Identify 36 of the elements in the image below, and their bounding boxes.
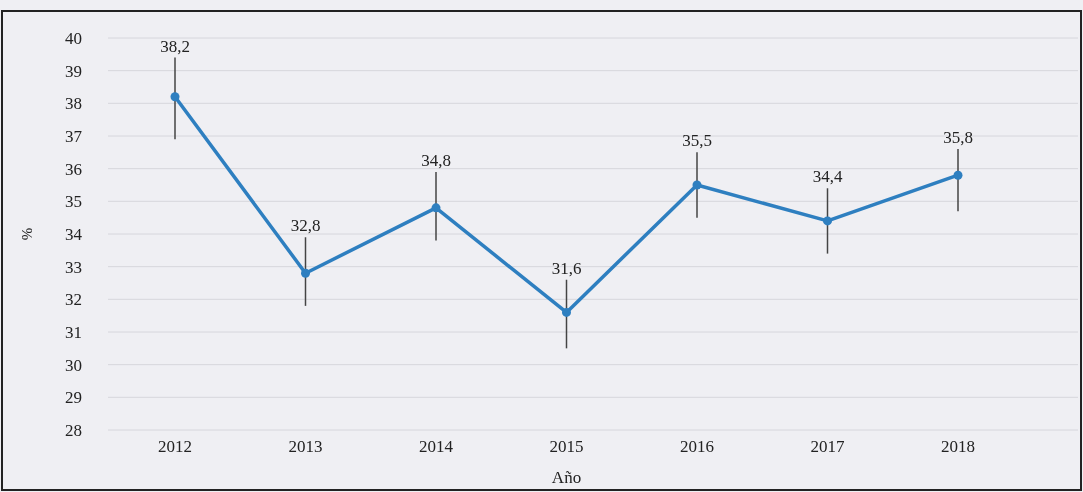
x-tick-label: 2018 xyxy=(941,437,975,456)
y-tick-label: 30 xyxy=(65,355,82,375)
data-label: 32,8 xyxy=(290,216,321,236)
x-tick-label: 2016 xyxy=(680,437,714,456)
data-label: 34,8 xyxy=(421,150,451,170)
y-tick-label: 38 xyxy=(65,94,82,114)
y-tick-label: 37 xyxy=(65,126,83,146)
data-label: 31,6 xyxy=(551,258,582,278)
y-tick-label: 33 xyxy=(65,257,82,277)
point xyxy=(301,268,310,278)
y-axis-title: % xyxy=(19,227,35,241)
x-tick-label: 2017 xyxy=(810,437,845,456)
x-tick-label: 2014 xyxy=(419,437,454,456)
y-tick-label: 39 xyxy=(65,61,82,81)
point xyxy=(431,203,441,213)
y-tick-label: 36 xyxy=(65,159,82,179)
x-tick-label: 2012 xyxy=(158,437,192,456)
y-tick-label: 28 xyxy=(65,420,82,440)
point xyxy=(953,170,963,180)
data-label: 35,5 xyxy=(682,131,712,151)
data-label: 35,8 xyxy=(943,128,973,148)
data-label: 34,4 xyxy=(812,167,843,187)
x-tick-label: 2015 xyxy=(549,437,584,456)
y-tick-label: 35 xyxy=(65,192,82,212)
data-label: 38,2 xyxy=(160,36,190,56)
point xyxy=(170,92,180,102)
y-tick-label: 32 xyxy=(65,290,82,310)
y-tick-label: 29 xyxy=(65,388,82,408)
point xyxy=(823,216,832,226)
point xyxy=(692,180,702,190)
y-tick-label: 40 xyxy=(65,28,82,48)
y-tick-label: 34 xyxy=(65,224,83,244)
x-tick-label: 2013 xyxy=(288,437,323,456)
point xyxy=(562,307,571,317)
y-tick-label: 31 xyxy=(65,322,82,342)
x-axis-title: Año xyxy=(551,468,582,487)
